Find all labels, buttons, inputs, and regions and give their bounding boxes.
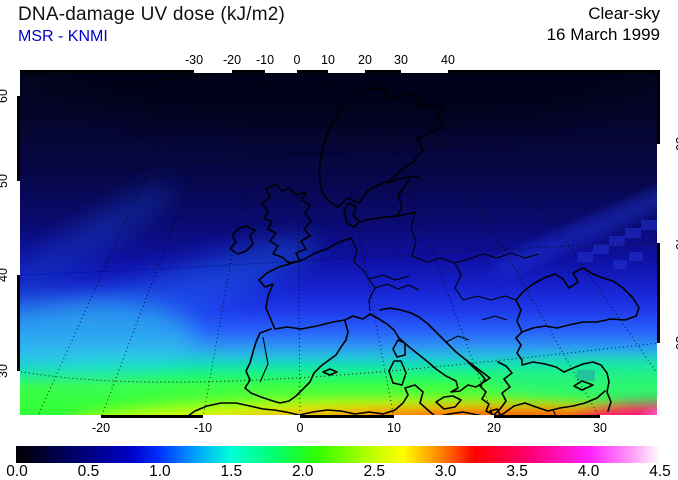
- top-axis-tick: -30: [184, 53, 204, 67]
- colorbar-tick-label: 4.5: [649, 463, 671, 480]
- top-axis-tick: 40: [441, 53, 455, 67]
- bottom-axis-tick: 10: [387, 421, 401, 435]
- bottom-axis-tick: 30: [593, 421, 607, 435]
- top-axis-tick: -20: [222, 53, 242, 67]
- left-axis-tick: 60: [0, 89, 10, 103]
- colorbar-tick-label: 2.0: [291, 463, 314, 480]
- bottom-axis-tick: -20: [91, 421, 111, 435]
- condition-label: Clear-sky: [588, 4, 660, 23]
- left-axis-tick: 30: [0, 364, 10, 378]
- left-axis-tick: 40: [0, 268, 10, 282]
- map-panel: -30 -20 -10 0 10 20 30 40 -20 -10 0 10 20 30 60 50 40 30 5…: [0, 53, 678, 435]
- colorbar-tick-label: 1.0: [149, 463, 171, 480]
- colorbar-tick-label: 0.0: [6, 463, 28, 480]
- top-axis-tick: -10: [255, 53, 275, 67]
- colorbar-tick-label: 1.5: [220, 463, 243, 480]
- top-axis-tick: 20: [358, 53, 372, 67]
- colorbar: [16, 446, 661, 463]
- bottom-axis-tick: 0: [296, 421, 304, 435]
- colorbar-tick-label: 3.0: [434, 463, 457, 480]
- bottom-axis-tick: 20: [487, 421, 501, 435]
- bottom-axis-tick: -10: [193, 421, 213, 435]
- colorbar-tick-label: 3.5: [506, 463, 528, 480]
- colorbar-tick-label: 0.5: [77, 463, 100, 480]
- coastlines-europe: [184, 87, 640, 418]
- colorbar-tick-label: 2.5: [363, 463, 385, 480]
- top-axis-tick: 30: [394, 53, 408, 67]
- uv-field: [17, 70, 660, 418]
- right-axis-tick: 30: [673, 336, 678, 350]
- map-svg: [17, 70, 660, 418]
- top-axis-tick: 0: [293, 53, 301, 67]
- top-axis-tick: 10: [321, 53, 335, 67]
- source-label: MSR - KNMI: [18, 28, 108, 45]
- country-borders: [259, 211, 558, 418]
- date-label: 16 March 1999: [546, 25, 660, 44]
- left-axis-tick: 50: [0, 174, 10, 188]
- colorbar-tick-label: 4.0: [577, 463, 600, 480]
- right-axis-tick: 50: [673, 137, 678, 151]
- zebra-border: [17, 70, 660, 418]
- right-axis-tick: 40: [673, 236, 678, 250]
- page-title: DNA-damage UV dose (kJ/m2): [18, 4, 286, 25]
